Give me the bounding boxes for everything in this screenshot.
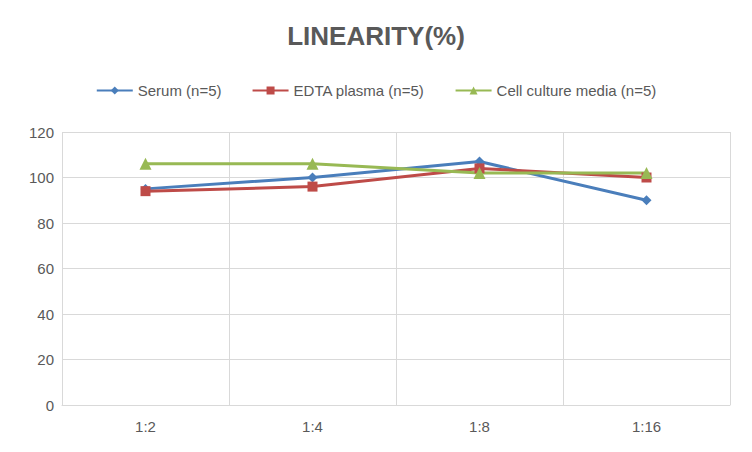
svg-text:1:16: 1:16: [632, 418, 661, 435]
svg-text:EDTA plasma (n=5): EDTA plasma (n=5): [294, 82, 424, 99]
svg-text:1:2: 1:2: [135, 418, 156, 435]
svg-text:40: 40: [37, 306, 54, 323]
svg-text:20: 20: [37, 351, 54, 368]
svg-text:Cell culture media (n=5): Cell culture media (n=5): [497, 82, 657, 99]
svg-text:1:4: 1:4: [302, 418, 323, 435]
svg-text:1:8: 1:8: [469, 418, 490, 435]
svg-text:60: 60: [37, 260, 54, 277]
svg-text:LINEARITY(%): LINEARITY(%): [287, 21, 465, 51]
svg-text:0: 0: [46, 397, 54, 414]
svg-text:80: 80: [37, 215, 54, 232]
svg-text:Serum (n=5): Serum (n=5): [138, 82, 222, 99]
svg-text:120: 120: [29, 124, 54, 141]
svg-text:100: 100: [29, 169, 54, 186]
